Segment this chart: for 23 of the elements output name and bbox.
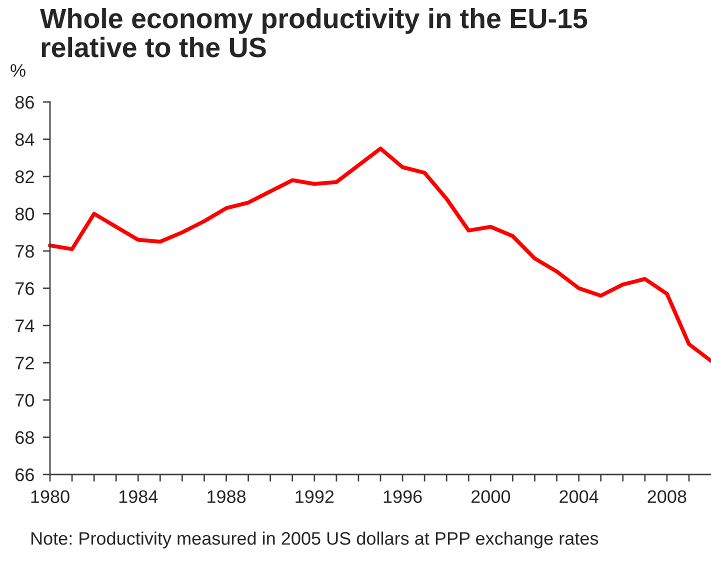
y-tick-label: 84 [15,133,34,146]
y-tick-label: 78 [16,244,34,258]
x-tick-label: 1984 [119,490,158,504]
y-tick-label: 68 [16,431,34,444]
text: Note: Productivity measured in 2005 US dollars at PPP exchange rates [31,532,598,548]
y-tick-label: 66 [16,468,34,482]
y-tick-label: 74 [16,320,34,332]
y-tick-label: 80 [15,208,34,220]
y-tick-label: 82 [15,170,34,184]
x-tick-label: 2000 [471,490,510,504]
x-tick-label: 1992 [296,490,334,504]
y-tick-label: 72 [16,356,34,370]
x-tick-label: 2008 [648,490,686,504]
x-tick-label: 2004 [560,490,598,504]
y-tick-label: 86 [15,96,34,109]
y-tick-label: 76 [16,282,34,295]
line-series [48,146,711,363]
y-tick-label: 70 [16,394,34,407]
x-tick-label: 1996 [384,490,422,504]
y-axis-title: % [10,64,26,77]
chart-title: Whole economy productivity in the EU-15 relative to the US [40,8,588,58]
x-tick-label: 1980 [31,490,70,504]
x-tick-label: 1988 [208,490,246,504]
